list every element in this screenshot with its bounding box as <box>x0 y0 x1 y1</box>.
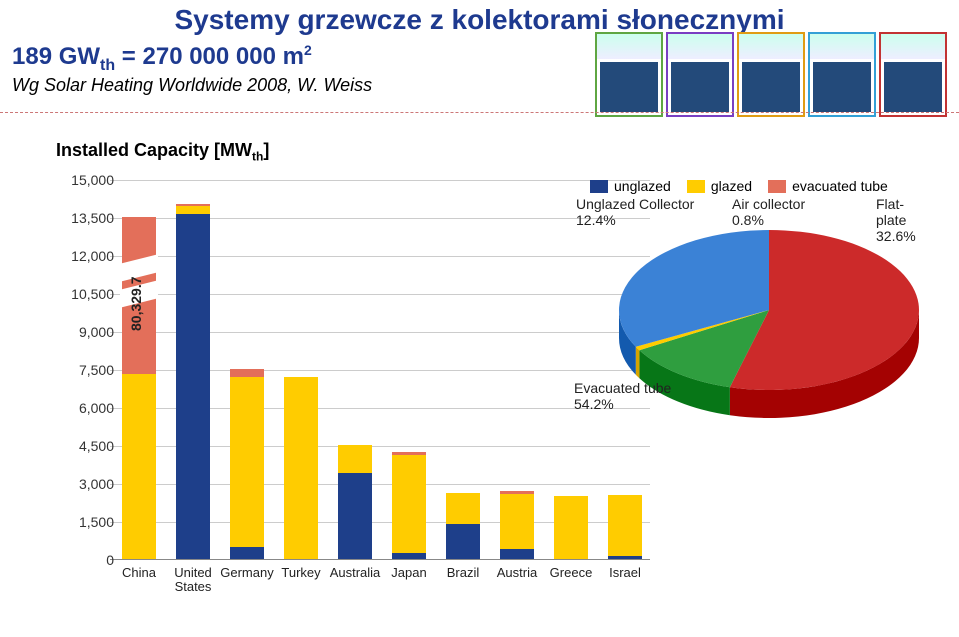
china-total-annotation: 80,329.7 <box>128 277 144 332</box>
x-tick: UnitedStates <box>166 566 220 595</box>
legend-item: glazed <box>687 178 752 194</box>
pie-label: Flat-plate32.6% <box>876 196 934 244</box>
bar-chart: 80,329.7 0 1,500 3,000 4,500 6,000 7,500 9,000… <box>50 172 660 602</box>
x-tick: Australia <box>328 566 382 580</box>
pie-label: Air collector0.8% <box>732 196 805 228</box>
x-tick: Brazil <box>436 566 490 580</box>
x-tick: Germany <box>220 566 274 580</box>
pie-label: Evacuated tube54.2% <box>574 380 671 412</box>
y-tick: 9,000 <box>58 324 114 340</box>
x-tick: Turkey <box>274 566 328 580</box>
pie-label: Unglazed Collector12.4% <box>576 196 694 228</box>
x-tick: China <box>112 566 166 580</box>
x-tick: Greece <box>544 566 598 580</box>
y-tick: 4,500 <box>58 438 114 454</box>
y-tick: 12,000 <box>58 248 114 264</box>
legend-item: evacuated tube <box>768 178 888 194</box>
y-tick: 7,500 <box>58 362 114 378</box>
y-tick: 3,000 <box>58 476 114 492</box>
x-tick: Israel <box>598 566 652 580</box>
legend: unglazed glazed evacuated tube <box>590 178 904 196</box>
x-tick: Japan <box>382 566 436 580</box>
y-tick: 0 <box>58 552 114 568</box>
collector-photos <box>595 32 947 117</box>
x-tick: Austria <box>490 566 544 580</box>
y-tick: 6,000 <box>58 400 114 416</box>
divider <box>0 112 959 113</box>
y-tick: 13,500 <box>58 210 114 226</box>
pie-chart: Unglazed Collector12.4%Air collector0.8%… <box>604 210 934 450</box>
y-tick: 10,500 <box>58 286 114 302</box>
y-tick: 1,500 <box>58 514 114 530</box>
legend-item: unglazed <box>590 178 671 194</box>
y-axis-label: Installed Capacity [MWth] <box>56 140 269 164</box>
y-tick: 15,000 <box>58 172 114 188</box>
